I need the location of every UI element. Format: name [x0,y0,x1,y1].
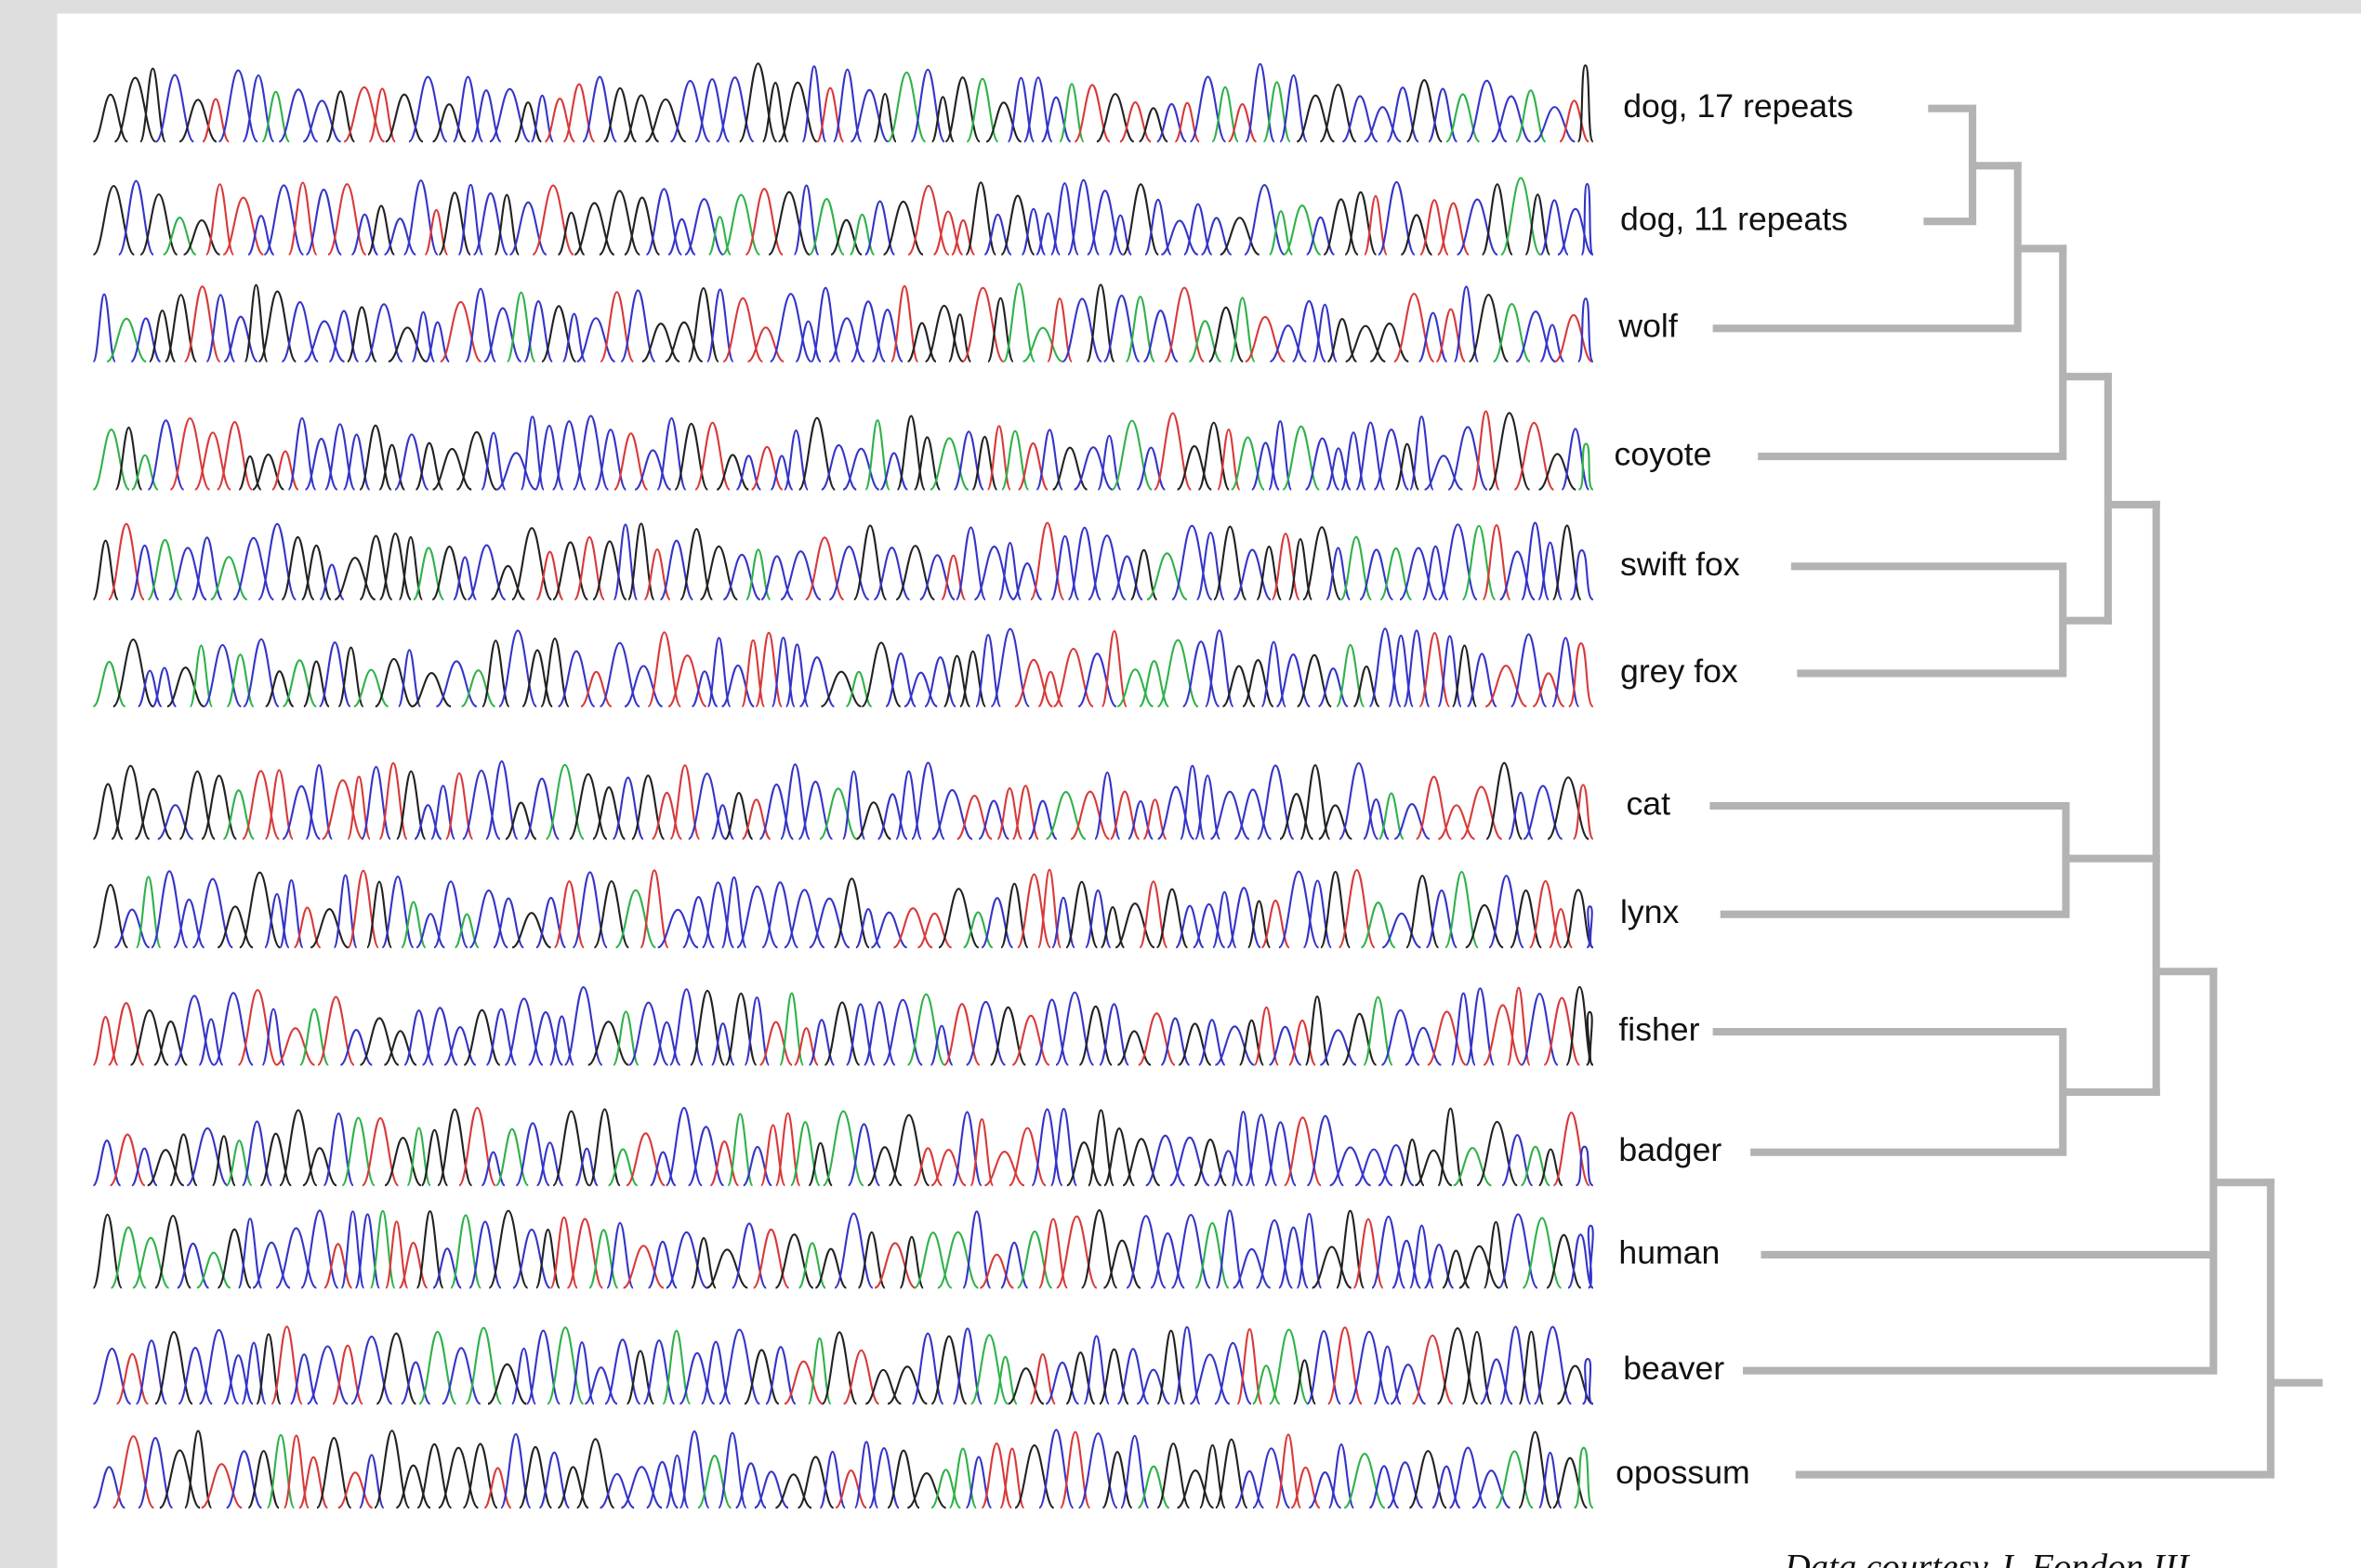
species-label: grey fox [1620,652,1738,690]
species-label: human [1618,1233,1720,1271]
species-label: swift fox [1620,546,1740,583]
figure: dog, 17 repeats dog, 11 repeats wolf coyote… [0,0,2361,1568]
credit: Data courtesy J. Fondon III [1784,1547,2191,1568]
page: dog, 17 repeats dog, 11 repeats wolf coyote… [0,0,2361,1568]
species-label: lynx [1620,893,1680,930]
species-label: wolf [1617,308,1677,345]
species-label: opossum [1616,1454,1750,1491]
species-label: beaver [1623,1350,1724,1387]
species-label: cat [1626,784,1670,822]
species-label: dog, 11 repeats [1620,201,1848,238]
species-label: badger [1618,1131,1721,1168]
species-label: dog, 17 repeats [1623,87,1853,125]
species-label: fisher [1618,1010,1699,1048]
species-label: coyote [1615,435,1712,472]
